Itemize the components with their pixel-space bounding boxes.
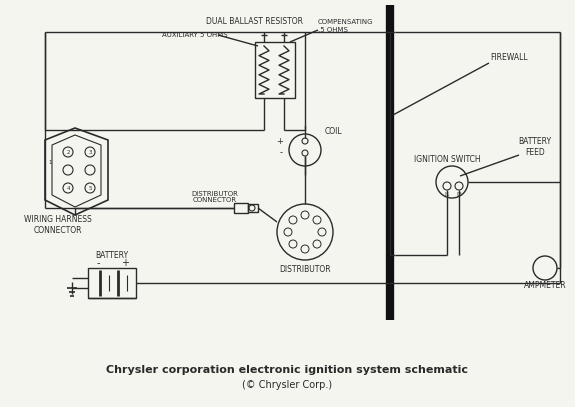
Text: 4: 4: [66, 186, 70, 190]
Text: 1: 1: [48, 160, 52, 164]
Bar: [234, 203, 248, 213]
Text: AUXILIARY 5 OHMS: AUXILIARY 5 OHMS: [162, 32, 228, 38]
Text: DISTRIBUTOR
CONNECTOR: DISTRIBUTOR CONNECTOR: [191, 190, 239, 204]
Bar: [255, 42, 295, 98]
Text: I2: I2: [456, 193, 462, 197]
Text: +: +: [121, 258, 129, 268]
Text: IGNITION SWITCH: IGNITION SWITCH: [413, 155, 480, 164]
Text: -: -: [96, 258, 99, 268]
Text: BATTERY: BATTERY: [95, 250, 129, 260]
Text: 5: 5: [88, 186, 92, 190]
Text: I1: I1: [444, 193, 450, 197]
Text: WIRING HARNESS
CONNECTOR: WIRING HARNESS CONNECTOR: [24, 215, 92, 235]
Bar: [248, 204, 258, 212]
Text: DUAL BALLAST RESISTOR: DUAL BALLAST RESISTOR: [206, 18, 304, 26]
Polygon shape: [45, 128, 108, 215]
Text: -: -: [280, 149, 283, 158]
Text: 2: 2: [66, 149, 70, 155]
Text: (© Chrysler Corp.): (© Chrysler Corp.): [242, 380, 332, 390]
Text: COIL: COIL: [325, 127, 343, 136]
Text: BATTERY
FEED: BATTERY FEED: [519, 137, 551, 157]
Text: Chrysler corporation electronic ignition system schematic: Chrysler corporation electronic ignition…: [106, 365, 468, 375]
Bar: [88, 268, 136, 298]
Text: COMPENSATING
.5 OHMS: COMPENSATING .5 OHMS: [318, 20, 374, 33]
Text: 3: 3: [88, 149, 92, 155]
Text: +: +: [276, 138, 283, 147]
Text: DISTRIBUTOR: DISTRIBUTOR: [279, 265, 331, 274]
Text: FIREWALL: FIREWALL: [490, 53, 528, 63]
Text: AMPMETER: AMPMETER: [524, 282, 566, 291]
